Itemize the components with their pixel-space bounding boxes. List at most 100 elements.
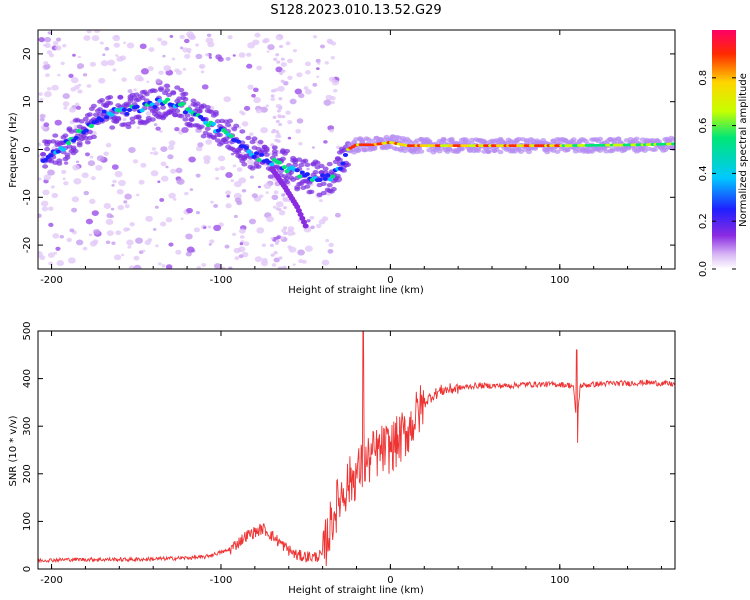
spectrogram-cell bbox=[633, 136, 640, 141]
spectrogram-heatmap bbox=[38, 30, 675, 269]
spectrogram-cell bbox=[75, 160, 80, 164]
spectrogram-cell bbox=[96, 155, 105, 162]
spectrogram-cell bbox=[116, 189, 124, 195]
spectrogram-cell bbox=[332, 88, 338, 93]
snr-plot-area bbox=[38, 331, 675, 567]
spectrogram-cell bbox=[249, 175, 254, 179]
spectrogram-cell bbox=[92, 239, 99, 245]
spectrogram-y-tick-label: 20 bbox=[22, 48, 33, 61]
spectrogram-cell bbox=[157, 180, 161, 183]
spectrogram-cell bbox=[270, 97, 276, 102]
spectrogram-cell bbox=[152, 104, 158, 109]
colorbar-tick-label: 0.0 bbox=[698, 261, 709, 277]
spectrogram-cell bbox=[525, 149, 532, 155]
spectrogram-cell bbox=[200, 117, 206, 122]
spectrogram-cell bbox=[187, 104, 192, 108]
spectrogram-cell bbox=[125, 124, 132, 130]
colorbar-tick-label: 0.2 bbox=[698, 213, 709, 229]
spectrogram-cell bbox=[127, 245, 132, 249]
colorbar-gradient bbox=[712, 30, 736, 269]
spectrogram-cell bbox=[267, 174, 274, 179]
snr-y-tick-label: 300 bbox=[22, 417, 33, 436]
spectrogram-cell bbox=[186, 207, 193, 214]
spectrogram-cell bbox=[86, 84, 92, 88]
spectrogram-cell bbox=[236, 200, 243, 206]
spectrogram-cell bbox=[270, 237, 274, 240]
spectrogram-cell bbox=[104, 115, 110, 120]
spectrogram-cell bbox=[275, 207, 280, 211]
spectrogram-cell bbox=[176, 178, 185, 185]
spectrogram-cell bbox=[138, 250, 144, 255]
spectrogram-cell bbox=[157, 98, 163, 103]
spectrogram-cell bbox=[319, 199, 323, 203]
spectrogram-cell bbox=[157, 87, 164, 93]
spectrogram-cell bbox=[315, 223, 322, 229]
spectrogram-cell bbox=[253, 160, 260, 166]
spectrogram-cell bbox=[292, 49, 298, 53]
spectrogram-cell bbox=[272, 205, 277, 209]
spectrogram-cell bbox=[47, 252, 55, 258]
spectrogram-cell bbox=[182, 67, 187, 71]
spectrogram-cell bbox=[126, 108, 133, 113]
spectrogram-cell bbox=[39, 117, 45, 122]
spectrogram-cell bbox=[43, 43, 47, 47]
spectrogram-cell bbox=[72, 53, 76, 57]
spectrogram-cell bbox=[107, 59, 116, 66]
spectrogram-cell bbox=[99, 98, 106, 103]
spectrogram-cell bbox=[204, 105, 211, 110]
spectrogram-cell bbox=[253, 96, 261, 104]
spectrogram-cell bbox=[295, 208, 302, 214]
spectrogram-cell bbox=[193, 227, 201, 233]
spectrogram-cell bbox=[87, 160, 96, 167]
spectrogram-cell bbox=[127, 98, 134, 104]
spectrogram-cell bbox=[160, 40, 168, 46]
spectrogram-cell bbox=[334, 173, 341, 179]
spectrogram-cell bbox=[200, 70, 205, 74]
spectrogram-cell bbox=[61, 169, 67, 174]
spectrogram-cell bbox=[201, 262, 207, 267]
spectrogram-cell bbox=[238, 177, 247, 184]
spectrogram-cell bbox=[126, 42, 135, 49]
spectrogram-cell bbox=[206, 33, 212, 38]
spectrogram-cell bbox=[45, 73, 50, 78]
spectrogram-cell bbox=[182, 91, 189, 97]
spectrogram-cell bbox=[278, 122, 283, 127]
spectrogram-cell bbox=[90, 176, 96, 181]
spectrogram-cell bbox=[236, 139, 242, 144]
spectrogram-cell bbox=[165, 165, 169, 169]
spectrogram-cell bbox=[284, 148, 291, 154]
spectrogram-cell bbox=[304, 162, 311, 167]
colorbar-ticks: 0.0 0.2 0.4 0.6 0.8 bbox=[698, 70, 736, 277]
spectrogram-cell bbox=[186, 47, 192, 53]
spectrogram-cell bbox=[297, 174, 303, 179]
spectrogram-cell bbox=[217, 155, 226, 162]
spectrogram-cell bbox=[204, 126, 211, 131]
spectrogram-cell bbox=[320, 44, 326, 49]
spectrogram-cell bbox=[168, 192, 176, 199]
spectrogram-cell bbox=[321, 216, 329, 222]
spectrogram-cell bbox=[97, 107, 104, 112]
spectrogram-cell bbox=[100, 60, 109, 67]
spectrogram-cell bbox=[261, 243, 266, 247]
snr-y-tick-label: 200 bbox=[22, 464, 33, 483]
spectrogram-cell bbox=[124, 193, 132, 200]
snr-ticks: -200 -100 0 100 0 100 200 300 400 500 bbox=[22, 321, 675, 586]
spectrogram-cell bbox=[181, 126, 189, 133]
spectrogram-cell bbox=[48, 261, 53, 266]
spectrogram-cell bbox=[286, 229, 295, 236]
spectrogram-cell bbox=[249, 139, 256, 145]
spectrogram-cell bbox=[304, 172, 310, 177]
spectrogram-cell bbox=[203, 226, 207, 229]
spectrogram-cell bbox=[255, 164, 262, 169]
spectrogram-cell bbox=[127, 89, 133, 94]
spectrogram-cell bbox=[123, 41, 127, 45]
spectrogram-cell bbox=[306, 167, 310, 171]
spectrogram-cell bbox=[205, 139, 213, 145]
spectrogram-cell bbox=[325, 173, 331, 178]
spectrogram-cell bbox=[326, 182, 333, 188]
spectrogram-cell bbox=[322, 166, 329, 171]
spectrogram-cell bbox=[274, 241, 279, 245]
spectrogram-cell bbox=[133, 88, 137, 92]
spectrogram-x-tick-label: -100 bbox=[210, 275, 233, 286]
